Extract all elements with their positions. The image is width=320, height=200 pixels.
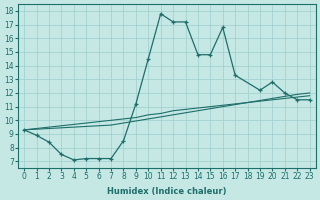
X-axis label: Humidex (Indice chaleur): Humidex (Indice chaleur)	[107, 187, 227, 196]
